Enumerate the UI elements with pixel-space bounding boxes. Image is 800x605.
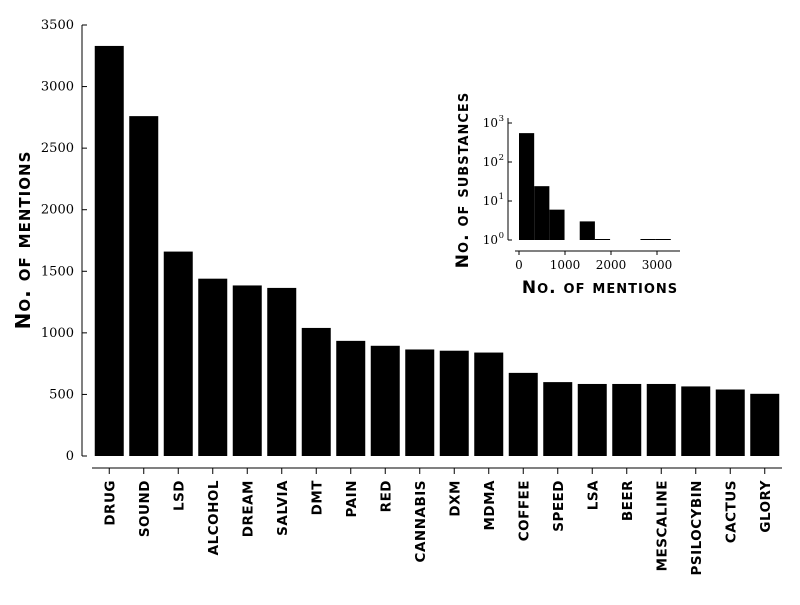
category-label-cannabis: CANNABIS xyxy=(413,480,429,562)
inset-bar xyxy=(655,239,671,240)
main-y-tick-label: 2000 xyxy=(41,203,74,218)
bar-drug xyxy=(94,45,124,456)
bar-dream xyxy=(232,285,262,456)
main-y-ticks: 0 500 1000 1500 2000 2500 3000 3500 xyxy=(41,18,87,464)
bar-lsd xyxy=(163,251,193,456)
inset-x-axis-label: NO. OF MENTIONS xyxy=(522,278,678,298)
bar-cannabis xyxy=(405,349,435,456)
inset-y-tick-label: 10 xyxy=(483,155,498,169)
main-axes xyxy=(81,25,782,469)
category-label-glory: GLORY xyxy=(758,480,774,533)
inset-bars xyxy=(519,133,671,240)
main-y-tick-label: 2500 xyxy=(41,141,74,156)
bar-dmt xyxy=(301,327,331,456)
main-y-tick-label: 3000 xyxy=(41,80,74,95)
bar-cactus xyxy=(715,389,745,456)
main-x-ticks: DRUG SOUND LSD ALCOHOL DREAM SALVIA DMT PAIN RED… xyxy=(102,468,774,576)
bar-speed xyxy=(543,382,573,456)
category-label-mdma: MDMA xyxy=(482,480,498,531)
category-label-psilocybin: PSILOCYBIN xyxy=(689,480,705,576)
category-label-drug: DRUG xyxy=(102,480,118,526)
inset-y-tick-exponent: 3 xyxy=(499,114,504,124)
inset-y-tick-label: 10 xyxy=(483,116,498,130)
category-label-pain: PAIN xyxy=(344,480,360,517)
bar-mdma xyxy=(474,352,504,456)
category-label-red: RED xyxy=(378,480,394,512)
inset-y-tick-exponent: 1 xyxy=(499,192,504,202)
main-y-tick-label: 1000 xyxy=(41,326,74,341)
category-label-alcohol: ALCOHOL xyxy=(206,480,222,555)
category-label-dream: DREAM xyxy=(240,480,256,537)
bar-mescaline xyxy=(646,383,676,456)
main-bars xyxy=(94,45,780,456)
inset-x-tick-label: 2000 xyxy=(596,258,627,272)
category-label-mescaline: MESCALINE xyxy=(654,480,670,571)
inset-axes xyxy=(507,118,680,252)
inset-y-tick-exponent: 2 xyxy=(499,153,504,163)
category-label-dxm: DXM xyxy=(447,480,463,517)
inset-bar xyxy=(579,221,595,240)
bar-dxm xyxy=(439,350,469,456)
bar-sound xyxy=(129,116,159,456)
inset-x-tick-label: 0 xyxy=(515,258,523,272)
main-y-tick-label: 500 xyxy=(49,387,74,402)
inset-y-tick-exponent: 0 xyxy=(499,231,504,241)
bar-red xyxy=(370,345,400,456)
bar-psilocybin xyxy=(681,386,711,456)
bar-beer xyxy=(612,383,642,456)
inset-bar xyxy=(640,239,656,240)
bar-coffee xyxy=(508,372,538,456)
category-label-speed: SPEED xyxy=(551,480,567,532)
category-label-cactus: CACTUS xyxy=(723,480,739,543)
inset-y-axis-label: NO. OF SUBSTANCES xyxy=(453,92,473,268)
category-label-lsa: LSA xyxy=(585,480,601,510)
inset-x-tick-label: 3000 xyxy=(642,258,673,272)
main-y-tick-label: 1500 xyxy=(41,264,74,279)
bar-lsa xyxy=(577,383,607,456)
inset-bar xyxy=(594,239,611,240)
category-label-dmt: DMT xyxy=(309,480,325,516)
category-label-lsd: LSD xyxy=(171,480,187,511)
bar-pain xyxy=(336,340,366,456)
main-y-axis-label: NO. OF MENTIONS xyxy=(11,151,35,330)
inset-bar xyxy=(534,186,550,240)
category-label-salvia: SALVIA xyxy=(275,480,291,536)
bar-alcohol xyxy=(198,278,228,456)
main-y-tick-label: 3500 xyxy=(41,18,74,33)
category-label-sound: SOUND xyxy=(137,480,153,537)
category-label-beer: BEER xyxy=(620,480,636,521)
inset-bar xyxy=(519,133,535,240)
main-y-tick-label: 0 xyxy=(66,449,74,464)
inset-x-tick-label: 1000 xyxy=(550,258,581,272)
inset-x-ticks: 0 1000 2000 3000 xyxy=(515,251,672,272)
inset-y-tick-label: 10 xyxy=(483,233,498,247)
category-label-coffee: COFFEE xyxy=(516,480,532,541)
inset-bar xyxy=(549,209,565,240)
inset-y-tick-label: 10 xyxy=(483,194,498,208)
bar-glory xyxy=(750,393,780,456)
bar-salvia xyxy=(267,287,297,456)
